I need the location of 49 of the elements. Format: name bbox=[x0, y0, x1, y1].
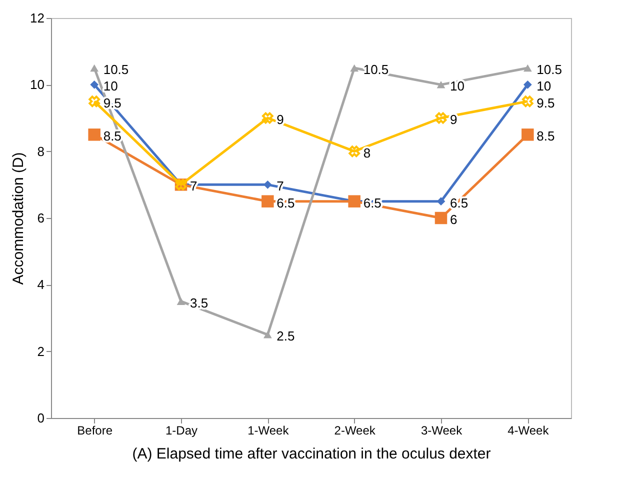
point bbox=[522, 96, 534, 108]
y-axis-title: Accommodation (D) bbox=[10, 152, 28, 285]
point bbox=[176, 298, 186, 305]
point bbox=[436, 81, 446, 88]
point bbox=[523, 64, 532, 72]
data-label: 10 bbox=[103, 78, 118, 94]
y-tick-label: 0 bbox=[37, 410, 44, 426]
point bbox=[348, 146, 360, 158]
data-label: 7 bbox=[190, 178, 198, 194]
point bbox=[350, 64, 359, 72]
point bbox=[434, 212, 448, 224]
point bbox=[90, 64, 99, 72]
point bbox=[436, 197, 446, 206]
data-label: 10 bbox=[536, 78, 552, 94]
point bbox=[435, 112, 447, 124]
data-label: 10 bbox=[450, 78, 464, 94]
point bbox=[522, 128, 534, 141]
data-label: 6.5 bbox=[363, 195, 382, 210]
data-label: 10.5 bbox=[103, 62, 129, 77]
y-tick-label: 2 bbox=[37, 344, 44, 359]
x-tick-label: 1-Week bbox=[248, 424, 290, 438]
data-label: 2.5 bbox=[276, 328, 295, 344]
data-label: 9.5 bbox=[536, 95, 555, 110]
data-label: 3.5 bbox=[190, 295, 208, 310]
x-tick-label: 3-Week bbox=[420, 424, 464, 438]
point bbox=[262, 112, 274, 124]
y-tick-label: 12 bbox=[30, 10, 44, 26]
y-tick-label: 4 bbox=[37, 277, 44, 292]
y-tick-label: 6 bbox=[37, 210, 44, 226]
point bbox=[88, 96, 100, 108]
y-tick-label: 10 bbox=[30, 77, 44, 92]
x-tick-label: 4-Week bbox=[508, 424, 550, 438]
data-label: 8.5 bbox=[536, 128, 555, 144]
x-tick-label: 2-Week bbox=[334, 424, 376, 438]
data-label: 6 bbox=[450, 212, 458, 227]
point bbox=[88, 128, 100, 141]
data-label: 9 bbox=[450, 112, 458, 127]
data-label: 8 bbox=[363, 145, 371, 160]
x-axis-title: (A) Elapsed time after vaccination in the oculus dexter bbox=[132, 446, 491, 462]
point bbox=[262, 195, 274, 208]
data-label: 10.5 bbox=[536, 62, 562, 77]
y-tick-label: 8 bbox=[37, 144, 44, 159]
data-label: 8.5 bbox=[103, 128, 122, 144]
point bbox=[263, 331, 272, 338]
point bbox=[523, 80, 532, 89]
point bbox=[90, 80, 99, 89]
x-tick-label: 1-Day bbox=[165, 424, 198, 438]
x-tick-label: Before bbox=[77, 424, 113, 438]
data-label: 10.5 bbox=[363, 62, 389, 77]
